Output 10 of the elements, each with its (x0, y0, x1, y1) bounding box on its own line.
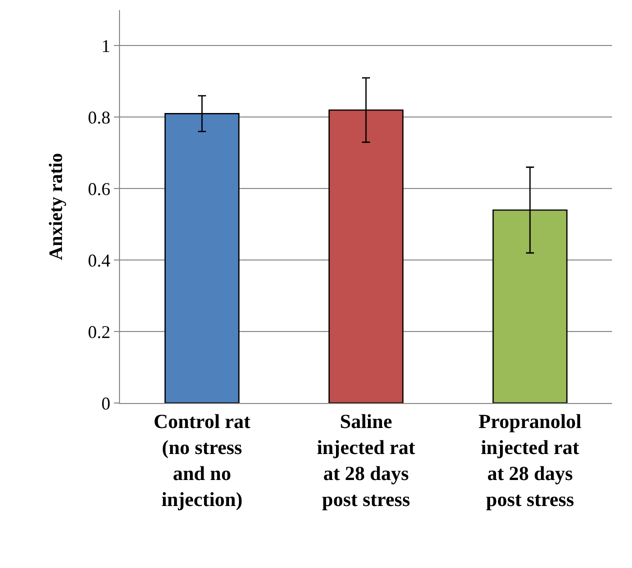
x-tick-label: Saline injected rat at 28 days post stress (316, 411, 416, 511)
y-tick-label: 0.4 (88, 250, 110, 270)
x-tick-label: Control rat (no stress and no injection) (154, 411, 251, 511)
y-tick-label: 0 (101, 393, 110, 414)
y-tick-label: 1 (101, 36, 110, 56)
y-axis-title: Anxiety ratio (46, 152, 67, 260)
y-tick-label: 0.2 (88, 322, 110, 342)
x-tick-label: Propranolol injected rat at 28 days post stress (478, 411, 582, 511)
y-tick-label: 0.8 (88, 107, 110, 128)
y-tick-label: 0.6 (88, 178, 110, 199)
